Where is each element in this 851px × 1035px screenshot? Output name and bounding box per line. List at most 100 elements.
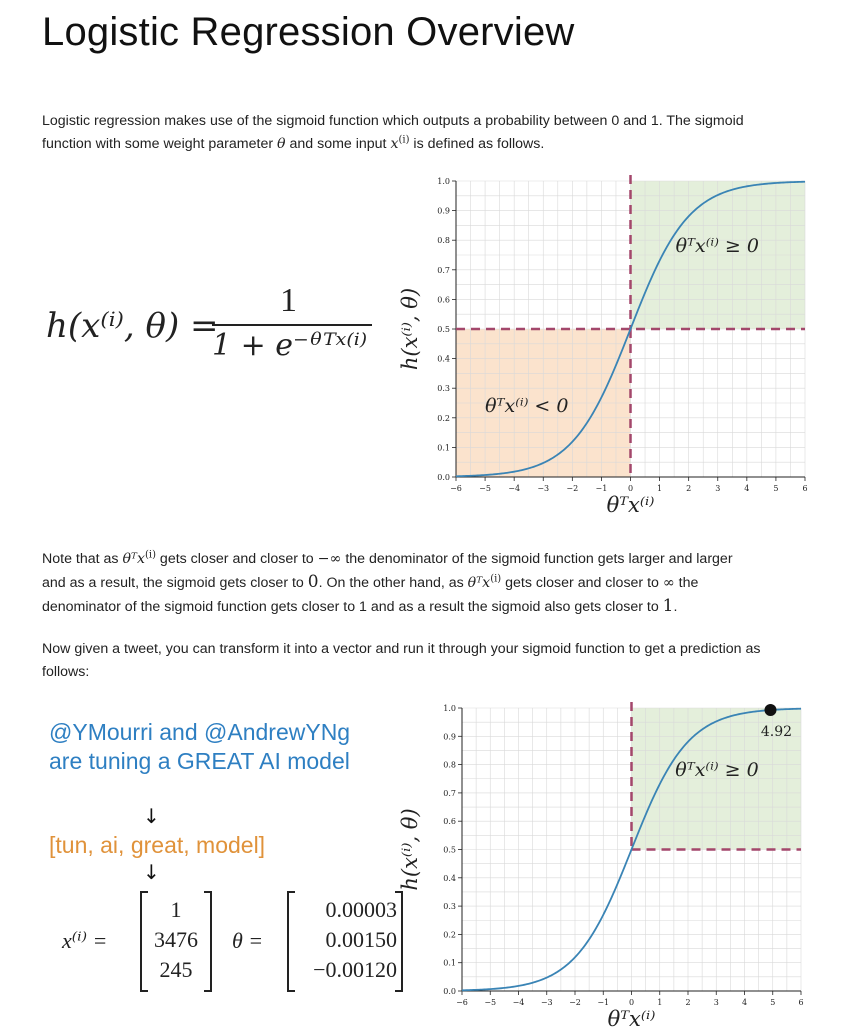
x-tick-label: 2 — [686, 484, 691, 493]
x-tick-label: −2 — [566, 484, 578, 493]
y-tick-label: 0.5 — [437, 325, 450, 334]
x-vector-label: x⁽ⁱ⁾ = — [62, 928, 108, 953]
x-tick-label: 6 — [798, 998, 803, 1007]
x-tick-label: 2 — [685, 998, 690, 1007]
intro-text-a: function with some weight parameter — [42, 136, 277, 152]
positive-region-label: θᵀx⁽ⁱ⁾ ≥ 0 — [676, 235, 759, 257]
x-vector-value: 245 — [159, 957, 193, 982]
x-tick-label: −5 — [479, 484, 491, 493]
y-tick-label: 0.4 — [437, 355, 450, 364]
prediction-point-label: 4.92 — [761, 724, 792, 740]
x-tick-label: 1 — [657, 484, 662, 493]
x-tick-label: 3 — [715, 484, 720, 493]
intro-paragraph: Logistic regression makes use of the sig… — [42, 110, 812, 156]
note-text: Note that as — [42, 551, 123, 567]
note-text: . On the other hand, as — [318, 575, 468, 591]
y-tick-label: 0.0 — [443, 987, 456, 996]
now-line-2: follows: — [42, 664, 90, 680]
x-vector-value: 1 — [170, 897, 182, 922]
y-tick-label: 0.1 — [437, 443, 450, 452]
x-tick-label: 5 — [770, 998, 775, 1007]
x-tick-label: −1 — [597, 998, 609, 1007]
y-axis-label: h(x⁽ⁱ⁾, θ) — [398, 288, 422, 370]
y-tick-label: 1.0 — [437, 177, 450, 186]
x-vector: 1 3476 245 — [140, 891, 212, 992]
x-axis-label: θᵀx⁽ⁱ⁾ — [608, 1007, 656, 1031]
superscript-i: (i) — [398, 134, 410, 146]
y-tick-label: 0.4 — [443, 874, 456, 883]
x-tick-label: −5 — [484, 998, 496, 1007]
x-tick-label: −2 — [569, 998, 581, 1007]
token-list: [tun, ai, great, model] — [49, 832, 266, 858]
down-arrow-icon: ↓ — [143, 804, 160, 828]
note-text: gets closer and closer to — [155, 551, 318, 567]
x-tick-label: −4 — [513, 998, 525, 1007]
one-symbol: 1 — [662, 596, 674, 616]
y-tick-label: 0.0 — [437, 473, 450, 482]
now-line-1: Now given a tweet, you can transform it … — [42, 641, 761, 657]
y-tick-label: 0.7 — [443, 789, 456, 798]
x-tick-label: 3 — [714, 998, 719, 1007]
x-axis-label: θᵀx⁽ⁱ⁾ — [607, 493, 655, 517]
note-text: the denominator of the sigmoid function … — [341, 551, 733, 567]
x-tick-label: 5 — [773, 484, 778, 493]
y-tick-label: 0.6 — [443, 817, 456, 826]
x-tick-label: −6 — [456, 998, 468, 1007]
y-axis-label: h(x⁽ⁱ⁾, θ) — [398, 808, 422, 890]
x-symbol: x — [390, 136, 399, 152]
y-tick-label: 0.3 — [437, 384, 450, 393]
y-tick-label: 0.9 — [443, 732, 456, 741]
formula-lhs: h(x⁽ⁱ⁾, θ) = — [46, 306, 219, 346]
zero-symbol: 0 — [307, 572, 319, 592]
y-tick-label: 0.7 — [437, 266, 450, 275]
y-tick-label: 0.8 — [443, 761, 456, 770]
tweet-text: @YMourri and @AndrewYNg are tuning a GRE… — [49, 719, 351, 774]
sigmoid-chart-prediction: −6 −5 −4 −3 −2 −1 0 1 2 3 4 5 6 0.0 0.1 0.2 0.3 0.4 0.5 0.6… — [398, 702, 804, 1031]
now-paragraph: Now given a tweet, you can transform it … — [42, 638, 812, 684]
page-title: Logistic Regression Overview — [42, 10, 575, 54]
negative-region-label: θᵀx⁽ⁱ⁾ < 0 — [485, 395, 568, 417]
sigmoid-formula: h(x⁽ⁱ⁾, θ) = 1 1 + e⁻ᶿᵀˣ⁽ⁱ⁾ — [40, 282, 380, 372]
intro-line-1: Logistic regression makes use of the sig… — [42, 113, 744, 129]
y-tick-label: 0.5 — [443, 846, 456, 855]
sigmoid-curve — [455, 180, 806, 478]
prediction-point — [764, 704, 777, 717]
x-tick-label: 0 — [629, 998, 634, 1007]
superscript-i: (i) — [490, 573, 502, 585]
infinity-symbol: ∞ — [662, 575, 675, 591]
note-text: the — [674, 575, 699, 591]
intro-text-b: and some input — [285, 136, 391, 152]
theta-vector-label: θ = — [232, 928, 264, 953]
sigmoid-chart-regions: −6 −5 −4 −3 −2 −1 0 1 2 3 4 5 6 0.0 0.1 0.2 0.3 0.4 0.5 0.6… — [398, 175, 808, 517]
theta-symbol: θ — [277, 136, 286, 152]
note-text: denominator of the sigmoid function gets… — [42, 599, 663, 615]
y-tick-label: 0.6 — [437, 295, 450, 304]
theta-vector-value: −0.00120 — [313, 957, 397, 982]
formula-denominator: 1 + e⁻ᶿᵀˣ⁽ⁱ⁾ — [212, 328, 368, 363]
x-tick-label: 4 — [742, 998, 747, 1007]
x-tick-label: −1 — [596, 484, 608, 493]
theta-vector-value: 0.00003 — [325, 897, 398, 922]
positive-region-label: θᵀx⁽ⁱ⁾ ≥ 0 — [675, 759, 758, 781]
x-vector-value: 3476 — [154, 927, 198, 952]
y-tick-label: 0.2 — [443, 930, 456, 939]
y-tick-label: 0.2 — [437, 414, 450, 423]
note-text: gets closer and closer to — [501, 575, 663, 591]
y-tick-label: 0.8 — [437, 236, 450, 245]
thetaTx-symbol: θᵀx — [467, 575, 491, 591]
theta-vector: 0.00003 0.00150 −0.00120 — [287, 891, 403, 992]
x-tick-label: 0 — [628, 484, 633, 493]
y-tick-label: 1.0 — [443, 704, 456, 713]
x-tick-label: 4 — [744, 484, 749, 493]
formula-numerator: 1 — [280, 282, 297, 319]
fraction-bar — [212, 324, 372, 326]
thetaTx-symbol: θᵀx — [122, 551, 145, 567]
superscript-i: (i) — [144, 549, 156, 561]
down-arrow-icon: ↓ — [143, 860, 160, 884]
neg-infinity-symbol: −∞ — [317, 551, 342, 567]
intro-text-c: is defined as follows. — [409, 136, 545, 152]
x-tick-label: −3 — [541, 998, 553, 1007]
x-tick-label: 6 — [802, 484, 807, 493]
x-tick-label: 1 — [657, 998, 662, 1007]
x-tick-label: −4 — [508, 484, 520, 493]
